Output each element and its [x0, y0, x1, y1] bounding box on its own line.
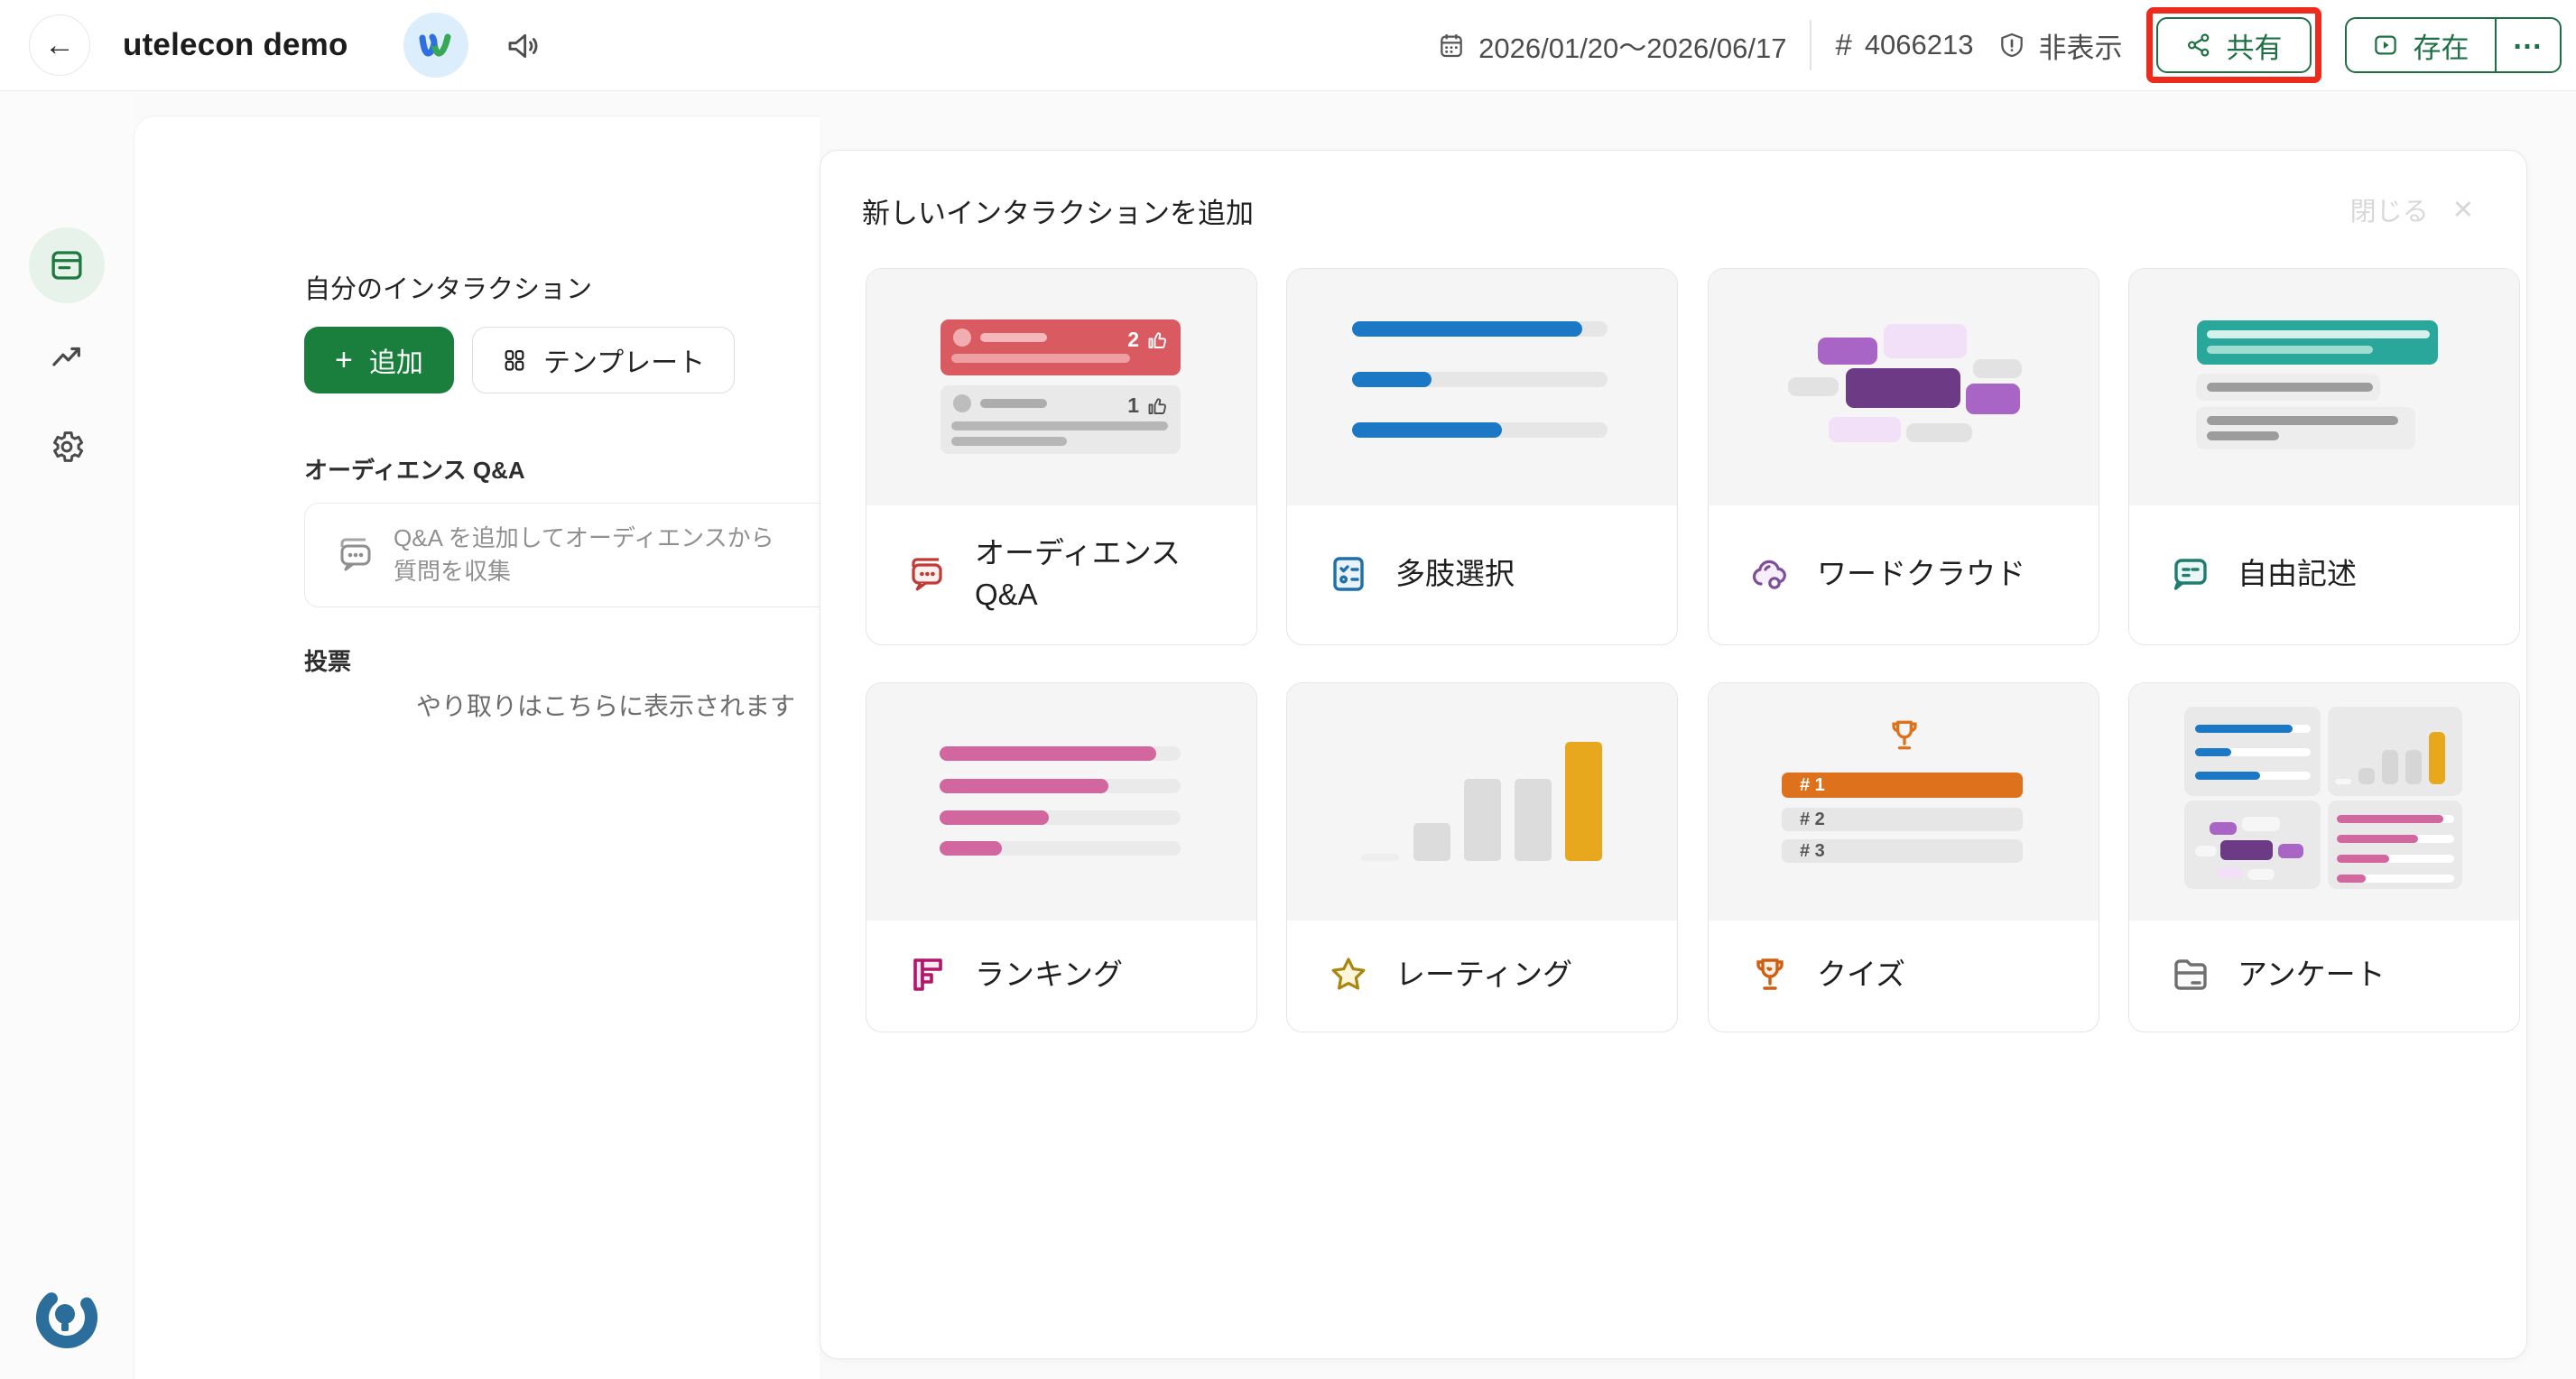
chat-bubbles-icon [340, 538, 371, 571]
card-label: オーディエンス Q&A [975, 536, 1181, 611]
multiple-choice-icon [1333, 557, 1364, 591]
card-label: ランキング [975, 958, 1124, 991]
multiple-choice-illustration [1287, 269, 1677, 505]
card-label: 多肢選択 [1395, 557, 1515, 590]
share-nodes-icon [2187, 33, 2209, 57]
empty-state-hint: やり取りはこちらに表示されます [415, 692, 795, 720]
word-cloud-icon [1752, 560, 1786, 589]
qa-empty-card: Q&A を追加してオーディエンスから 質問を収集 追加 [304, 503, 907, 607]
trending-up-icon [52, 347, 80, 366]
card-multiple-choice[interactable]: 多肢選択 [1286, 268, 1678, 645]
voice-icon[interactable] [505, 28, 542, 64]
more-options-button[interactable]: … [2497, 19, 2560, 71]
rail-item-results[interactable] [0, 338, 134, 374]
hash-icon: # [1835, 28, 1852, 61]
ellipsis-icon: … [2512, 21, 2544, 56]
ranking-illustration [866, 683, 1256, 921]
presence-label: 存在 [2413, 32, 2469, 64]
grid-icon [505, 349, 524, 371]
template-button[interactable]: テンプレート [472, 327, 736, 393]
calendar-icon [1441, 34, 1462, 58]
qa-illustration: 2 1 [866, 269, 1256, 505]
card-label: 自由記述 [2238, 557, 2357, 590]
shield-alert-icon [2000, 32, 2023, 58]
add-label: 追加 [368, 348, 423, 378]
close-icon: ✕ [2451, 195, 2474, 225]
open-ended-icon [2173, 559, 2207, 590]
hidden-status[interactable]: 非表示 [1997, 25, 2123, 66]
card-label: アンケート [2238, 958, 2386, 991]
session-code-text: 4066213 [1864, 29, 1974, 60]
card-audience-qa[interactable]: 2 1 [866, 268, 1257, 645]
quiz-illustration: # 1 # 2 # 3 [1709, 683, 2099, 921]
card-word-cloud[interactable]: ワードクラウド [1708, 268, 2099, 645]
assistant-logo[interactable] [0, 1280, 134, 1356]
card-quiz[interactable]: # 1 # 2 # 3 クイズ [1708, 682, 2099, 1032]
session-code[interactable]: # 4066213 [1835, 28, 1973, 62]
my-interactions-panel: 自分のインタラクション « + 追加 テンプレート オーディエンス Q&A [134, 116, 907, 1379]
back-arrow-icon: ← [44, 27, 75, 62]
survey-illustration [2129, 683, 2519, 921]
gear-icon [53, 431, 84, 462]
add-button[interactable]: + 追加 [304, 327, 454, 393]
rating-illustration [1287, 683, 1677, 921]
share-button[interactable]: 共有 [2155, 17, 2312, 73]
card-label: ワードクラウド [1817, 557, 2025, 590]
left-rail [0, 90, 134, 1379]
template-label: テンプレート [543, 348, 706, 378]
rail-item-interactions[interactable] [0, 227, 134, 303]
word-cloud-illustration [1709, 269, 2099, 505]
share-label: 共有 [2226, 32, 2283, 64]
card-label: レーティング [1395, 958, 1573, 991]
hidden-label: 非表示 [2038, 32, 2123, 64]
back-button[interactable]: ← [29, 14, 90, 76]
survey-folder-icon [2174, 959, 2207, 990]
close-label: 閉じる [2349, 198, 2429, 227]
plus-icon: + [335, 342, 353, 377]
close-picker-button[interactable]: 閉じる ✕ [2350, 190, 2474, 228]
webex-logo [403, 13, 468, 78]
play-icon [2374, 35, 2396, 55]
share-highlight-box: 共有 [2145, 7, 2321, 83]
lightbulb-swirl-icon [36, 1287, 97, 1348]
qa-hint-text: Q&A を追加してオーディエンスから 質問を収集 [394, 524, 774, 585]
card-open-ended[interactable]: 自由記述 [2128, 268, 2520, 645]
quiz-rank-1: # 1 [1782, 773, 2023, 798]
picker-heading: 新しいインタラクションを追加 [862, 198, 1254, 229]
page-title: utelecon demo [123, 27, 348, 62]
vote-section-label: 投票 [304, 648, 352, 675]
date-range-text: 2026/01/20〜2026/06/17 [1478, 32, 1787, 64]
card-ranking[interactable]: ランキング [866, 682, 1257, 1032]
quiz-trophy-icon [1756, 958, 1784, 990]
trophy-icon [1892, 720, 1917, 750]
card-rating[interactable]: レーティング [1286, 682, 1678, 1032]
presence-button[interactable]: 存在 [2347, 19, 2495, 71]
quiz-rank-2: # 2 [1782, 808, 2023, 831]
topbar-right-cluster: 2026/01/20〜2026/06/17 # 4066213 非表示 [1437, 0, 2562, 90]
presence-button-group: 存在 … [2344, 17, 2562, 73]
quiz-rank-3: # 3 [1782, 839, 2023, 863]
open-ended-illustration [2129, 269, 2519, 505]
date-range[interactable]: 2026/01/20〜2026/06/17 [1437, 25, 1786, 66]
ranking-icon [913, 958, 942, 991]
divider [1810, 20, 1812, 70]
divider [2494, 19, 2497, 71]
rating-star-icon [1331, 958, 1366, 990]
slides-icon [51, 251, 82, 280]
new-interaction-panel: 新しいインタラクションを追加 閉じる ✕ 2 [820, 150, 2527, 1359]
qa-chat-icon [912, 558, 942, 591]
top-bar: ← utelecon demo 2026/01/20〜2 [0, 0, 2576, 91]
rail-item-settings[interactable] [0, 428, 134, 466]
card-survey[interactable]: アンケート [2128, 682, 2520, 1032]
panel-title: 自分のインタラクション [304, 275, 593, 304]
webex-logo-icon [419, 33, 451, 57]
qa-section-label: オーディエンス Q&A [304, 457, 525, 484]
card-label: クイズ [1817, 958, 1906, 991]
